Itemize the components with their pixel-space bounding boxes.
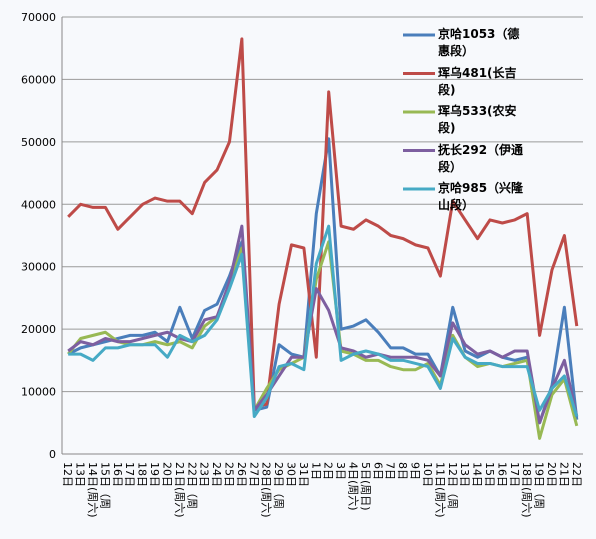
x-tick-label: 11日(周六): [433, 462, 446, 518]
series-line: [67, 240, 579, 440]
x-tick-label: 25日: [222, 462, 235, 487]
x-tick-label: 12日（周: [446, 462, 459, 509]
x-tick-label: 31日: [297, 462, 310, 487]
x-tick-label: 9日: [409, 462, 422, 480]
legend-label: 抚长292（伊通段）: [438, 142, 524, 174]
series-line: [68, 224, 579, 419]
x-tick-label: 3日: [334, 462, 347, 480]
x-tick-label: 24日: [210, 462, 223, 487]
x-tick-label: 5日(周日): [359, 462, 372, 511]
y-tick-label: 30000: [21, 261, 56, 274]
x-tick-label: 13日: [74, 462, 87, 487]
x-tick-label: 28日(周六): [260, 462, 273, 518]
x-tick-label: 7日: [384, 462, 397, 480]
x-tick-label: 4日(周六): [347, 462, 360, 511]
x-tick-label: 22日（周: [185, 462, 198, 509]
legend-label: 珲乌533(农安段): [438, 104, 517, 135]
legend-label: 京哈985（兴隆山段）: [438, 181, 524, 212]
x-tick-label: 20日: [160, 462, 173, 487]
y-tick-label: 50000: [21, 136, 56, 149]
legend-label: 京哈1053（德惠段）: [438, 27, 520, 58]
x-tick-label: 8日: [396, 462, 409, 480]
series-line: [67, 37, 579, 409]
x-tick-label: 19日: [148, 462, 161, 487]
x-tick-label: 20日: [545, 462, 558, 487]
x-tick-label: 14日: [471, 462, 484, 487]
y-tick-label: 70000: [21, 11, 56, 24]
x-tick-label: 1日: [309, 462, 322, 480]
legend-label: 珲乌481(长吉段): [438, 65, 517, 97]
y-tick-label: 40000: [21, 198, 56, 211]
x-tick-label: 23日: [198, 462, 211, 487]
x-tick-label: 13日: [458, 462, 471, 487]
x-tick-label: 30日: [284, 462, 297, 487]
x-tick-label: 27日: [247, 462, 260, 487]
x-tick-label: 21日: [557, 462, 570, 487]
x-tick-label: 15日（周: [98, 462, 111, 509]
x-tick-label: 16日: [495, 462, 508, 487]
x-tick-label: 22日: [570, 462, 583, 487]
y-tick-label: 10000: [21, 386, 56, 399]
x-tick-label: 18日(周六): [520, 462, 533, 518]
x-tick-label: 17日: [508, 462, 521, 487]
series-line: [67, 224, 579, 425]
y-tick-label: 0: [49, 448, 56, 461]
x-tick-label: 6日: [371, 462, 384, 480]
x-tick-label: 12日: [61, 462, 74, 487]
x-tick-label: 14日(周六): [86, 462, 99, 518]
x-tick-label: 19日（周: [533, 462, 546, 509]
x-tick-label: 18日: [136, 462, 149, 487]
x-tick-label: 10日: [421, 462, 434, 487]
x-tick-label: 16日: [111, 462, 124, 487]
x-tick-label: 17日: [123, 462, 136, 487]
y-tick-label: 20000: [21, 323, 56, 336]
x-tick-label: 15日: [483, 462, 496, 487]
x-tick-label: 29日（周: [272, 462, 285, 509]
x-tick-label: 21日(周六): [173, 462, 186, 518]
x-tick-label: 2日: [322, 462, 335, 480]
x-tick-label: 26日: [235, 462, 248, 487]
y-tick-label: 60000: [21, 73, 56, 86]
